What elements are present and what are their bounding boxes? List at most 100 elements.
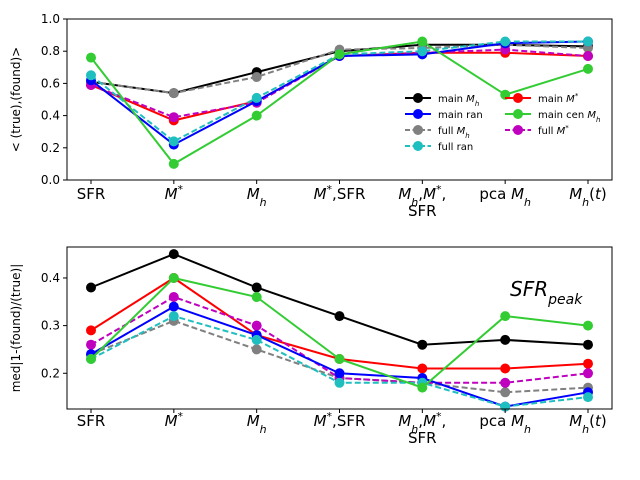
data-point-1-3-0 — [86, 339, 96, 350]
y-tick-label: 0.3 — [41, 319, 60, 333]
data-point-0-3-1 — [168, 112, 179, 123]
legend: main Mh main ran full Mh full ran main M* mai… — [405, 92, 600, 153]
data-point-1-5-3 — [334, 377, 345, 388]
data-point-0-3-6 — [583, 51, 593, 61]
data-point-1-0-0 — [86, 282, 96, 293]
data-point-0-6-2 — [251, 110, 262, 121]
data-point-1-3-5 — [500, 377, 511, 388]
legend-label: main M* — [538, 92, 579, 105]
y-tick-label: 0.2 — [41, 141, 60, 155]
data-point-1-6-2 — [251, 292, 262, 302]
data-point-0-6-1 — [168, 158, 179, 169]
legend-entry: main M* — [505, 92, 579, 105]
data-point-1-2-0 — [86, 325, 96, 336]
data-point-1-0-6 — [583, 339, 593, 350]
data-point-0-6-0 — [86, 52, 96, 63]
data-point-0-5-5 — [500, 36, 511, 47]
x-tick-label: pca Mh — [479, 185, 531, 209]
data-point-1-0-4 — [417, 339, 428, 350]
legend-marker — [413, 141, 423, 151]
x-tick-label: SFR — [77, 412, 106, 430]
data-point-0-6-6 — [583, 63, 593, 74]
x-tick-label: M* — [165, 183, 184, 204]
data-point-1-0-2 — [251, 282, 262, 293]
x-tick-label: pca Mh — [479, 412, 531, 436]
x-tick-label: M*,SFR — [314, 183, 366, 204]
panel-annotation: SFRpeak — [510, 277, 583, 308]
x-tick-label: Mh,M*, — [398, 410, 446, 436]
x-tick-label: Mh(t) — [569, 185, 607, 209]
series-line-0-2 — [90, 51, 589, 122]
legend-marker — [413, 93, 423, 103]
x-tick-label: SFR — [77, 185, 106, 203]
data-point-1-5-1 — [168, 311, 179, 322]
legend-entry: full Mh — [405, 125, 470, 140]
data-point-1-6-4 — [417, 382, 428, 393]
y-axis-label: < (true),(found)> — [9, 47, 23, 153]
data-point-0-5-0 — [86, 70, 96, 81]
x-tick-label: M* — [165, 410, 184, 431]
x-tick-label: Mh,M*, — [398, 183, 446, 209]
x-tick-label: Mh(t) — [569, 412, 607, 436]
y-tick-label: 0.6 — [41, 76, 60, 90]
legend-marker — [513, 93, 523, 103]
y-tick-label: 0.4 — [41, 271, 60, 285]
legend-label: main ran — [438, 110, 483, 121]
data-point-1-6-1 — [168, 273, 179, 283]
x-tick-label: SFR — [408, 429, 437, 447]
x-tick-label: Mh — [247, 412, 267, 436]
data-point-1-1-5 — [500, 387, 511, 398]
data-point-1-0-3 — [334, 311, 345, 322]
data-point-0-5-6 — [583, 36, 593, 47]
data-point-1-2-5 — [500, 363, 511, 374]
y-tick-label: 0.0 — [41, 173, 60, 187]
legend-marker — [513, 109, 523, 119]
data-point-1-2-4 — [417, 363, 428, 374]
legend-entry: main cen Mh — [505, 109, 600, 124]
legend-label: full M* — [538, 124, 569, 137]
x-tick-label: SFR — [408, 202, 437, 220]
legend-entry: full M* — [505, 124, 569, 137]
data-point-0-5-2 — [251, 92, 262, 103]
data-point-1-2-6 — [583, 358, 593, 369]
data-point-0-6-4 — [417, 36, 428, 47]
data-point-1-6-3 — [334, 354, 345, 364]
data-point-1-6-6 — [583, 320, 593, 331]
data-point-1-3-6 — [583, 368, 593, 379]
data-point-1-6-0 — [86, 354, 96, 364]
legend-entry: main Mh — [405, 93, 479, 108]
data-point-1-5-2 — [251, 334, 262, 345]
data-point-1-6-5 — [500, 311, 511, 322]
data-point-0-1-1 — [168, 88, 179, 99]
data-point-0-5-1 — [168, 136, 179, 147]
y-tick-label: 0.2 — [41, 366, 60, 380]
data-point-1-3-1 — [168, 292, 179, 302]
x-tick-label: M*,SFR — [314, 410, 366, 431]
legend-entry: main ran — [405, 109, 483, 121]
legend-label: full Mh — [438, 126, 470, 140]
data-point-0-1-2 — [251, 72, 262, 82]
data-point-1-3-2 — [251, 320, 262, 331]
legend-label: main Mh — [438, 94, 479, 108]
legend-marker — [513, 125, 523, 135]
data-point-1-4-1 — [168, 301, 179, 312]
legend-marker — [413, 125, 423, 135]
y-tick-label: 0.8 — [41, 44, 60, 58]
x-tick-label: Mh — [247, 185, 267, 209]
data-point-1-0-5 — [500, 334, 511, 345]
data-point-0-5-4 — [417, 46, 428, 57]
legend-label: full ran — [438, 142, 473, 153]
data-point-1-4-3 — [334, 368, 345, 379]
legend-label: main cen Mh — [538, 110, 600, 124]
data-point-0-6-3 — [334, 49, 345, 60]
y-axis-label: med|1-(found)/(true)| — [9, 264, 23, 393]
y-tick-label: 1.0 — [41, 12, 60, 26]
y-tick-label: 0.4 — [41, 109, 60, 123]
data-point-1-5-6 — [583, 392, 593, 403]
legend-entry: full ran — [405, 141, 473, 153]
data-point-1-0-1 — [168, 249, 179, 260]
legend-marker — [413, 109, 423, 119]
